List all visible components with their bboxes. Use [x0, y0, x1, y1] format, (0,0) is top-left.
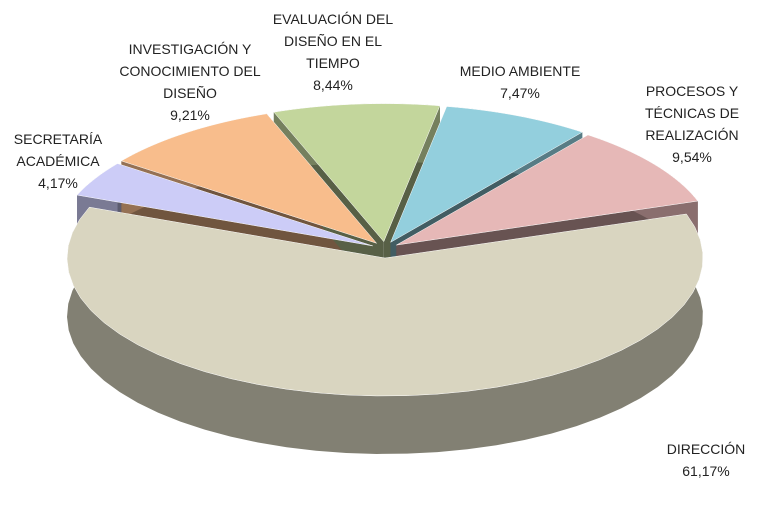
data-label: PROCESOS Y TÉCNICAS DE REALIZACIÓN 9,54%	[627, 80, 757, 168]
value-label: 9,54%	[672, 149, 712, 165]
category-label: INVESTIGACIÓN Y CONOCIMIENTO DEL DISEÑO	[119, 41, 261, 101]
category-label: SECRETARÍA ACADÉMICA	[13, 131, 103, 169]
tops	[66, 103, 704, 397]
value-label: 61,17%	[682, 463, 730, 479]
data-label: MEDIO AMBIENTE 7,47%	[445, 60, 595, 104]
slice	[66, 206, 704, 397]
slice	[390, 106, 583, 243]
category-label: MEDIO AMBIENTE	[459, 63, 581, 79]
slice-outer-wall	[67, 207, 703, 454]
data-label: INVESTIGACIÓN Y CONOCIMIENTO DEL DISEÑO 9…	[105, 38, 275, 126]
value-label: 7,47%	[500, 85, 540, 101]
slice	[396, 134, 699, 246]
category-label: EVALUACIÓN DEL DISEÑO EN EL TIEMPO	[272, 11, 394, 71]
value-label: 8,44%	[313, 77, 353, 93]
slice	[120, 113, 378, 244]
category-label: DIRECCIÓN	[666, 441, 746, 457]
category-label: PROCESOS Y TÉCNICAS DE REALIZACIÓN	[644, 83, 740, 143]
data-label: EVALUACIÓN DEL DISEÑO EN EL TIEMPO 8,44%	[258, 8, 408, 96]
slice	[273, 103, 441, 243]
data-label: SECRETARÍA ACADÉMICA 4,17%	[0, 128, 118, 194]
value-label: 4,17%	[38, 175, 78, 191]
data-label: DIRECCIÓN 61,17%	[646, 438, 759, 482]
slice	[76, 163, 373, 247]
value-label: 9,21%	[170, 107, 210, 123]
